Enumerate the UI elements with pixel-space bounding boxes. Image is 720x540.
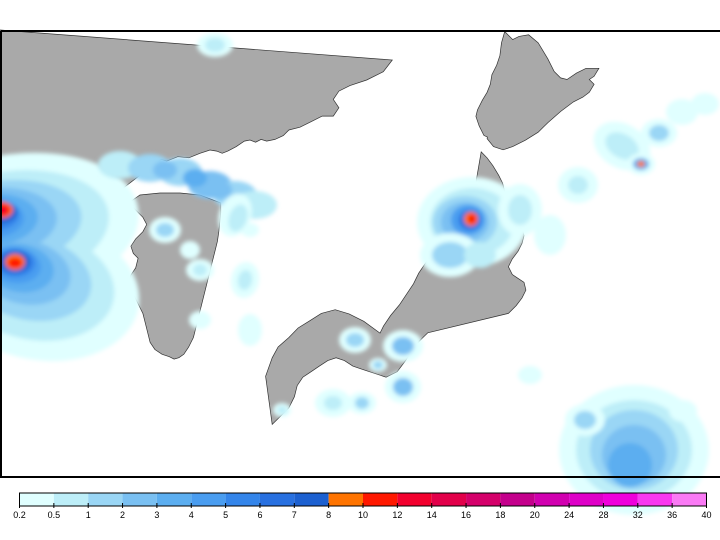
svg-text:16: 16 bbox=[461, 510, 471, 520]
svg-text:10: 10 bbox=[358, 510, 368, 520]
svg-text:24: 24 bbox=[564, 510, 574, 520]
svg-text:0.2: 0.2 bbox=[13, 510, 26, 520]
svg-text:12: 12 bbox=[392, 510, 402, 520]
svg-text:7: 7 bbox=[292, 510, 297, 520]
svg-text:2: 2 bbox=[120, 510, 125, 520]
svg-text:3: 3 bbox=[154, 510, 159, 520]
svg-text:6: 6 bbox=[257, 510, 262, 520]
svg-text:1: 1 bbox=[86, 510, 91, 520]
svg-text:8: 8 bbox=[326, 510, 331, 520]
svg-text:40: 40 bbox=[701, 510, 711, 520]
svg-text:5: 5 bbox=[223, 510, 228, 520]
svg-text:0.5: 0.5 bbox=[48, 510, 61, 520]
svg-text:18: 18 bbox=[495, 510, 505, 520]
svg-text:28: 28 bbox=[598, 510, 608, 520]
svg-text:14: 14 bbox=[427, 510, 437, 520]
svg-text:32: 32 bbox=[633, 510, 643, 520]
svg-text:36: 36 bbox=[667, 510, 677, 520]
svg-text:4: 4 bbox=[189, 510, 194, 520]
svg-text:20: 20 bbox=[530, 510, 540, 520]
